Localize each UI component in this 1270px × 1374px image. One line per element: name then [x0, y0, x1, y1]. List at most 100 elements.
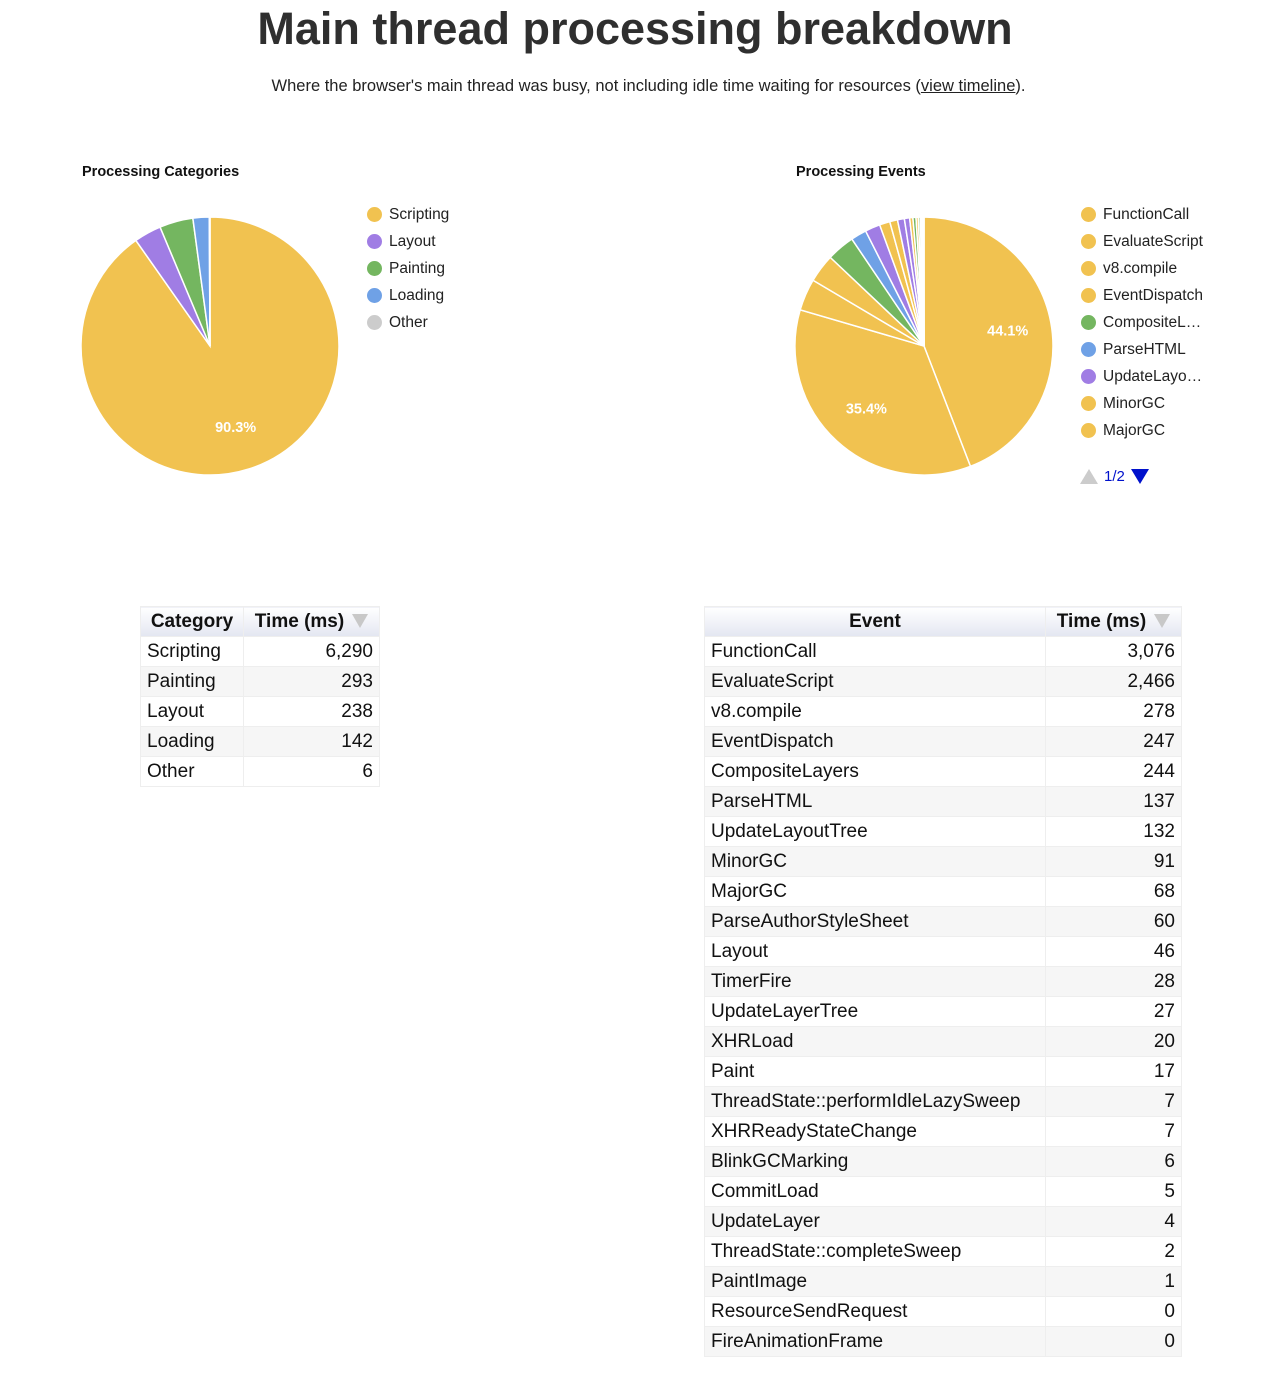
table-row[interactable]: CommitLoad 5: [704, 1176, 1182, 1207]
legend-item-compositel[interactable]: CompositeL…: [1081, 309, 1203, 336]
legend-item-minorgc[interactable]: MinorGC: [1081, 390, 1203, 417]
legend-label: EvaluateScript: [1103, 232, 1203, 250]
row-name-cell: BlinkGCMarking: [704, 1146, 1046, 1177]
table-row[interactable]: ThreadState::completeSweep 2: [704, 1236, 1182, 1267]
table-row[interactable]: Layout 46: [704, 936, 1182, 967]
table-row[interactable]: ThreadState::performIdleLazySweep 7: [704, 1086, 1182, 1117]
table-row[interactable]: TimerFire 28: [704, 966, 1182, 997]
legend-next-page-icon[interactable]: [1130, 468, 1149, 484]
legend-label: Layout: [389, 232, 436, 250]
table-row[interactable]: EventDispatch 247: [704, 726, 1182, 757]
column-header-time[interactable]: Time (ms): [243, 606, 380, 637]
legend-label: FunctionCall: [1103, 205, 1190, 223]
subtitle-text: Where the browser's main thread was busy…: [271, 77, 921, 95]
pie-slice-functioncall[interactable]: [923, 216, 1054, 468]
legend-label: EventDispatch: [1103, 286, 1203, 304]
row-time-cell: 20: [1045, 1026, 1182, 1057]
legend-label: Loading: [389, 286, 445, 304]
column-header-event[interactable]: Event: [704, 606, 1046, 637]
row-time-cell: 1: [1045, 1266, 1182, 1297]
legend-swatch: [1081, 315, 1096, 330]
column-header-time[interactable]: Time (ms): [1045, 606, 1182, 637]
legend-item-layout[interactable]: Layout: [367, 228, 449, 255]
table-row[interactable]: BlinkGCMarking 6: [704, 1146, 1182, 1177]
legend-swatch: [1081, 288, 1096, 303]
subtitle-text-end: ).: [1015, 77, 1026, 95]
legend-item-loading[interactable]: Loading: [367, 282, 449, 309]
table-row[interactable]: UpdateLayer 4: [704, 1206, 1182, 1237]
table-row[interactable]: v8.compile 278: [704, 696, 1182, 727]
table-row[interactable]: UpdateLayerTree 27: [704, 996, 1182, 1027]
table-row[interactable]: Paint 17: [704, 1056, 1182, 1087]
table-row[interactable]: PaintImage 1: [704, 1266, 1182, 1297]
events-pie-chart: 44.1% 35.4%: [794, 216, 1054, 476]
row-time-cell: 142: [243, 726, 380, 757]
column-header-label: Time (ms): [1056, 610, 1147, 632]
table-row[interactable]: FunctionCall 3,076: [704, 636, 1182, 667]
sort-desc-icon: [352, 614, 369, 629]
table-row[interactable]: ParseAuthorStyleSheet 60: [704, 906, 1182, 937]
legend-label: ParseHTML: [1103, 340, 1186, 358]
legend-item-other[interactable]: Other: [367, 309, 449, 336]
row-time-cell: 68: [1045, 876, 1182, 907]
legend-prev-page-icon[interactable]: [1080, 468, 1098, 484]
table-row[interactable]: Other 6: [140, 756, 380, 787]
row-time-cell: 2,466: [1045, 666, 1182, 697]
legend-swatch: [367, 234, 382, 249]
table-row[interactable]: ResourceSendRequest 0: [704, 1296, 1182, 1327]
pie-slice-other[interactable]: [208, 216, 211, 347]
legend-swatch: [1081, 234, 1096, 249]
column-header-category[interactable]: Category: [140, 606, 244, 637]
column-header-label: Category: [150, 610, 234, 632]
table-row[interactable]: CompositeLayers 244: [704, 756, 1182, 787]
legend-item-scripting[interactable]: Scripting: [367, 201, 449, 228]
legend-item-majorgc[interactable]: MajorGC: [1081, 417, 1203, 444]
table-row[interactable]: XHRReadyStateChange 7: [704, 1116, 1182, 1147]
legend-label: CompositeL…: [1103, 313, 1202, 331]
legend-label: UpdateLayo…: [1103, 367, 1203, 385]
legend-label: Other: [389, 313, 428, 331]
legend-item-functioncall[interactable]: FunctionCall: [1081, 201, 1203, 228]
slice-label-scripting: 90.3%: [215, 420, 256, 436]
table-row[interactable]: EvaluateScript 2,466: [704, 666, 1182, 697]
legend-item-painting[interactable]: Painting: [367, 255, 449, 282]
pie-slice-evaluatescript[interactable]: [794, 308, 972, 476]
row-name-cell: MajorGC: [704, 876, 1046, 907]
table-row[interactable]: ParseHTML 137: [704, 786, 1182, 817]
row-name-cell: XHRReadyStateChange: [704, 1116, 1046, 1147]
row-time-cell: 0: [1045, 1296, 1182, 1327]
table-row[interactable]: MinorGC 91: [704, 846, 1182, 877]
table-row[interactable]: Scripting 6,290: [140, 636, 380, 667]
legend-item-eventdispatch[interactable]: EventDispatch: [1081, 282, 1203, 309]
legend-swatch: [1081, 207, 1096, 222]
legend-swatch: [1081, 369, 1096, 384]
table-row[interactable]: Loading 142: [140, 726, 380, 757]
legend-swatch: [1081, 423, 1096, 438]
row-name-cell: Layout: [140, 696, 244, 727]
legend-label: Painting: [389, 259, 446, 277]
legend-pager: 1/2: [1080, 465, 1149, 487]
sort-desc-icon: [1154, 614, 1171, 629]
row-time-cell: 60: [1045, 906, 1182, 937]
view-timeline-link[interactable]: view timeline: [920, 77, 1016, 95]
table-row[interactable]: Layout 238: [140, 696, 380, 727]
table-row[interactable]: Painting 293: [140, 666, 380, 697]
row-name-cell: v8.compile: [704, 696, 1046, 727]
table-row[interactable]: FireAnimationFrame 0: [704, 1326, 1182, 1357]
legend-item-v8-compile[interactable]: v8.compile: [1081, 255, 1203, 282]
row-name-cell: UpdateLayer: [704, 1206, 1046, 1237]
legend-swatch: [1081, 396, 1096, 411]
row-time-cell: 7: [1045, 1116, 1182, 1147]
row-time-cell: 28: [1045, 966, 1182, 997]
row-name-cell: UpdateLayoutTree: [704, 816, 1046, 847]
table-row[interactable]: MajorGC 68: [704, 876, 1182, 907]
legend-item-parsehtml[interactable]: ParseHTML: [1081, 336, 1203, 363]
legend-item-updatelayo[interactable]: UpdateLayo…: [1081, 363, 1203, 390]
table-row[interactable]: XHRLoad 20: [704, 1026, 1182, 1057]
legend-item-evaluatescript[interactable]: EvaluateScript: [1081, 228, 1203, 255]
row-name-cell: Loading: [140, 726, 244, 757]
row-name-cell: ParseAuthorStyleSheet: [704, 906, 1046, 937]
row-time-cell: 238: [243, 696, 380, 727]
table-row[interactable]: UpdateLayoutTree 132: [704, 816, 1182, 847]
row-time-cell: 7: [1045, 1086, 1182, 1117]
